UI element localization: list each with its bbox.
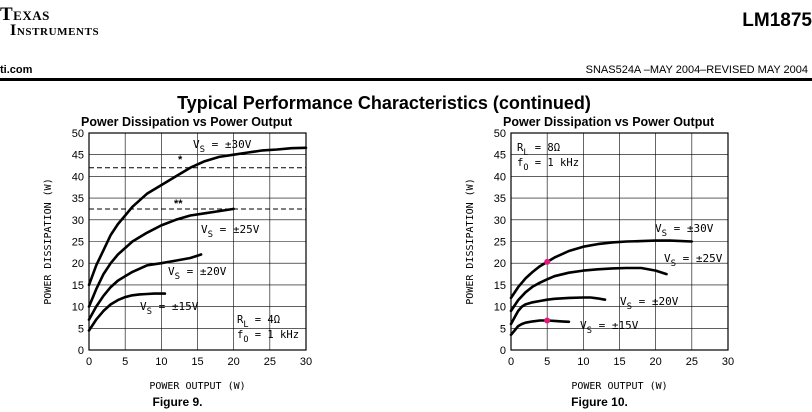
x-tick-label: 30 [722,356,734,368]
y-tick-label: 50 [72,128,84,140]
series-line-3 [87,253,203,321]
x-tick-label: 20 [228,356,240,368]
y-tick-label: 0 [500,345,506,357]
series-label-3: VS = ±20V [168,265,227,282]
marker-single-star: * [178,154,183,166]
y-tick-label: 45 [494,150,506,162]
series-line-4 [509,319,571,337]
y-tick-label: 0 [78,345,84,357]
y-axis-label: POWER DISSIPATION (W) [465,178,476,304]
chart-2: Power Dissipation vs Power Output 0 5 10 15 2… [465,115,734,409]
chart-title: Power Dissipation vs Power Output [503,115,715,129]
figure-caption: Figure 10. [571,395,628,409]
x-tick-label: 0 [508,356,514,368]
x-tick-label: 10 [155,356,167,368]
x-tick-label: 25 [264,356,276,368]
x-tick-label: 5 [544,356,550,368]
x-tick-label: 30 [300,356,312,368]
chart-1: Power Dissipation vs Power Output 0 5 10 15 2… [43,115,312,409]
condition-frequency: fO = 1 kHz [237,329,299,345]
highlight-point [544,317,551,324]
brand-logo-line1: Texas [0,4,50,25]
y-tick-label: 30 [72,215,84,227]
series-label-1: VS = ±30V [193,138,252,155]
series-label-4: VS = ±15V [140,300,199,317]
y-tick-label: 10 [72,302,84,314]
plot-frame [88,132,307,351]
x-tick-label: 15 [191,356,203,368]
series-label-2: VS = ±25V [201,223,260,240]
plot-frame [510,132,729,351]
y-tick-label: 5 [78,323,84,335]
y-tick-label: 20 [494,258,506,270]
y-tick-label: 15 [72,280,84,292]
series-label-1: VS = ±30V [655,222,714,239]
x-tick-label: 15 [613,356,625,368]
series-line-2 [509,266,668,313]
series-line-1 [509,239,694,300]
condition-frequency: fO = 1 kHz [517,157,579,173]
series-line-3 [509,296,607,326]
brand-logo-line2: Instruments [10,22,100,39]
y-tick-label: 5 [500,323,506,335]
y-tick-label: 40 [494,171,506,183]
x-axis-label: POWER OUTPUT (W) [571,381,667,392]
document-revision: SNAS524A –MAY 2004–REVISED MAY 2004 [585,64,808,76]
series-label-3: VS = ±20V [620,295,679,312]
x-tick-label: 0 [86,356,92,368]
y-tick-label: 35 [72,193,84,205]
y-tick-label: 30 [494,215,506,227]
x-tick-label: 25 [686,356,698,368]
series-label-2: VS = ±25V [664,252,723,269]
header-divider [0,78,812,81]
y-tick-label: 40 [72,171,84,183]
figure-caption: Figure 9. [152,395,202,409]
x-tick-label: 10 [577,356,589,368]
condition-load: RL = 8Ω [517,142,560,158]
chart-title: Power Dissipation vs Power Output [81,115,293,129]
part-number: LM1875 [742,10,812,31]
y-tick-label: 20 [72,258,84,270]
series-line-1 [87,146,308,287]
highlight-point [544,258,551,265]
x-axis-label: POWER OUTPUT (W) [149,381,245,392]
marker-double-star: ** [174,198,183,210]
series-label-4: VS = ±15V [580,319,639,336]
y-tick-label: 25 [494,237,506,249]
y-axis-label: POWER DISSIPATION (W) [43,178,54,304]
x-tick-label: 5 [122,356,128,368]
series-line-2 [87,207,235,308]
y-tick-label: 45 [72,150,84,162]
y-tick-label: 35 [494,193,506,205]
y-tick-label: 15 [494,280,506,292]
series-line-4 [87,292,167,332]
website-link[interactable]: ti.com [0,64,33,76]
condition-load: RL = 4Ω [237,314,280,330]
y-tick-label: 25 [72,237,84,249]
x-tick-label: 20 [650,356,662,368]
section-title: Typical Performance Characteristics (con… [177,93,591,113]
y-tick-label: 10 [494,302,506,314]
y-tick-label: 50 [494,128,506,140]
